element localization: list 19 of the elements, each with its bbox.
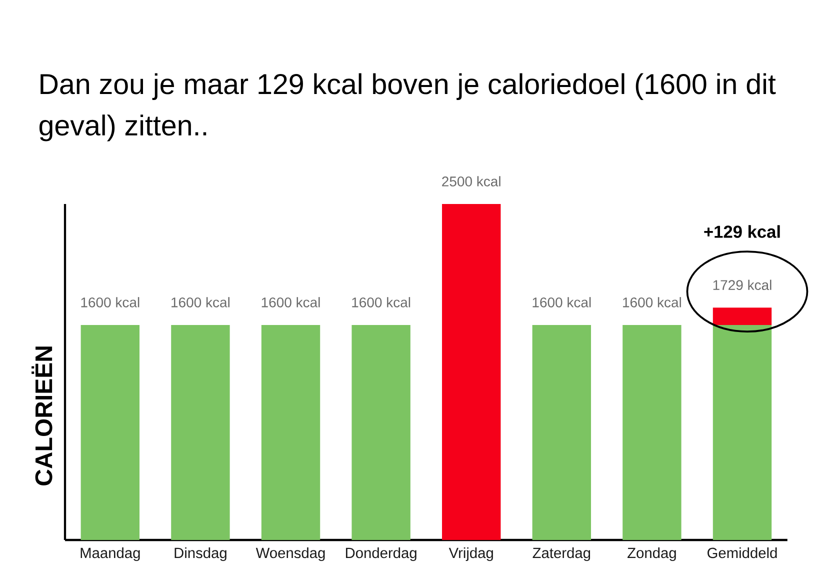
- x-tick-label: Woensdag: [256, 547, 325, 562]
- data-label: 1600 kcal: [623, 297, 681, 308]
- total-label: 1729 kcal: [713, 280, 772, 290]
- data-label: 2500 kcal: [442, 176, 500, 186]
- x-tick-label: Zaterdag: [532, 547, 590, 562]
- y-axis-title: CALORIEËN: [32, 346, 52, 486]
- x-tick-label: Dinsdag: [174, 547, 226, 562]
- data-label: 1600 kcal: [532, 297, 591, 308]
- data-label: 1600 kcal: [172, 297, 230, 308]
- annotation: +129 kcal: [704, 225, 780, 238]
- x-tick-label: Zondag: [628, 547, 676, 562]
- x-tick-label: Vrijdag: [448, 547, 493, 562]
- data-label: 1600 kcal: [352, 297, 410, 308]
- x-tick-label: Maandag: [80, 547, 140, 562]
- data-label: 1600 kcal: [81, 297, 140, 308]
- chart-title: Dan zou je maar 129 kcal boven je caloriedoel (1600 in dit geval) zitten..: [39, 73, 776, 142]
- x-tick-label: Donderdag: [346, 547, 416, 562]
- x-tick-label: Gemiddeld: [708, 547, 777, 558]
- data-label: 1600 kcal: [262, 297, 320, 308]
